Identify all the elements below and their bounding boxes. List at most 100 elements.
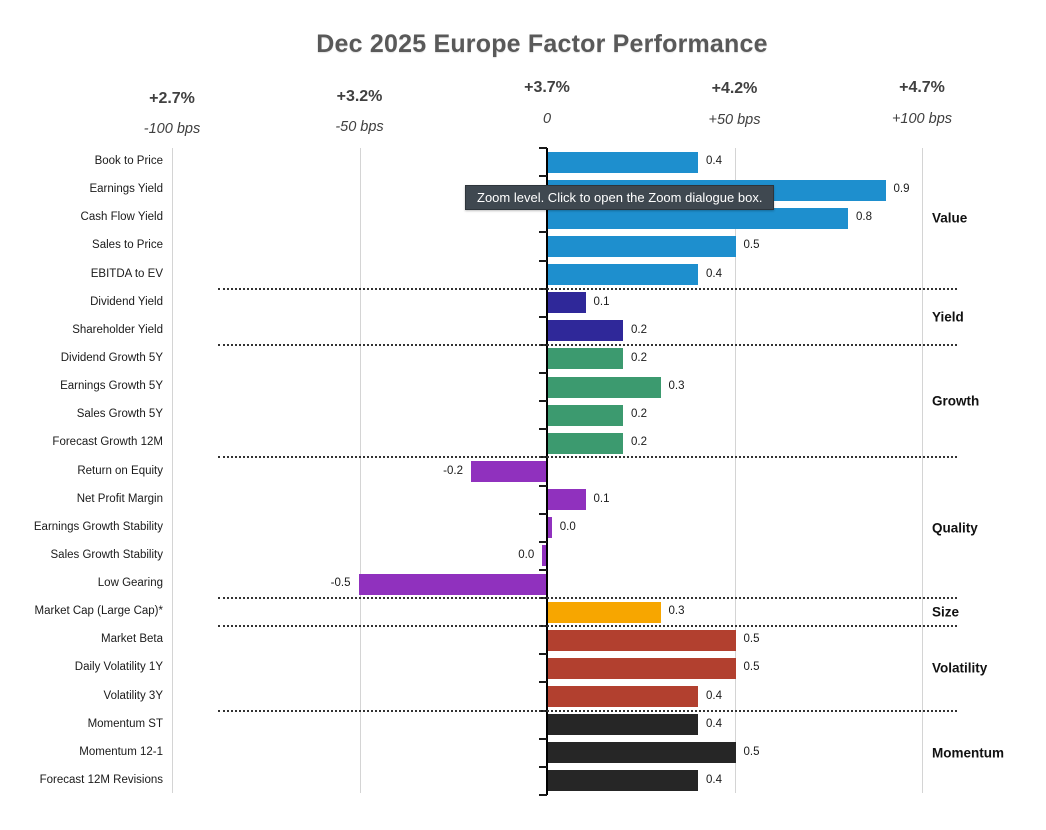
factor-label: Momentum ST: [87, 717, 163, 730]
category-label: Volatility: [932, 660, 988, 676]
axis-tick: [539, 568, 547, 571]
factor-bar[interactable]: [548, 517, 552, 539]
factor-label: Dividend Yield: [90, 295, 163, 308]
bar-value-label: 0.5: [743, 633, 760, 646]
factor-bar[interactable]: [548, 404, 623, 426]
bar-value-label: 0.1: [593, 295, 610, 308]
factor-bar[interactable]: [548, 348, 623, 370]
category-label: Yield: [932, 309, 964, 325]
factor-bar[interactable]: [548, 742, 736, 764]
axis-tick: [539, 540, 547, 543]
factor-label: Cash Flow Yield: [80, 211, 163, 224]
factor-bar[interactable]: [548, 376, 661, 398]
category-label: Size: [932, 604, 960, 620]
bar-value-label: 0.4: [706, 717, 722, 730]
axis-bps-label: +50 bps: [708, 112, 761, 128]
factor-bar[interactable]: [548, 320, 623, 342]
factor-bar[interactable]: [471, 461, 546, 482]
axis-tick: [539, 147, 547, 149]
chart-title: Dec 2025 Europe Factor Performance: [316, 30, 768, 58]
axis-bps-label: 0: [542, 111, 552, 127]
factor-bar[interactable]: [548, 601, 661, 623]
factor-label: Earnings Growth 5Y: [60, 380, 163, 393]
section-separator: [218, 709, 957, 712]
bar-value-label: 0.4: [706, 689, 722, 702]
factor-bar[interactable]: [548, 292, 586, 314]
factor-label: Book to Price: [94, 155, 163, 168]
factor-bar[interactable]: [548, 489, 586, 511]
bar-value-label: 0.5: [743, 661, 760, 674]
zoom-tooltip: Zoom level. Click to open the Zoom dialo…: [465, 185, 775, 210]
axis-tick: [539, 231, 547, 234]
factor-bar[interactable]: [548, 207, 848, 229]
factor-bar[interactable]: [548, 686, 698, 708]
factor-label: EBITDA to EV: [90, 267, 163, 280]
factor-bar[interactable]: [548, 432, 623, 454]
axis-tick: [539, 512, 547, 515]
bar-value-label: -0.5: [330, 577, 351, 590]
bar-value-label: 0.4: [706, 155, 722, 168]
factor-label: Earnings Growth Stability: [33, 520, 163, 533]
gridline: [359, 148, 361, 793]
axis-tick: [539, 737, 547, 740]
zoom-tooltip-text: Zoom level. Click to open the Zoom dialo…: [477, 190, 763, 205]
axis-pct-label: +3.7%: [524, 79, 570, 96]
factor-label: Volatility 3Y: [103, 689, 163, 702]
factor-label: Forecast Growth 12M: [52, 436, 163, 449]
factor-bar[interactable]: [548, 151, 698, 173]
bar-value-label: 0.0: [518, 548, 535, 561]
axis-tick: [539, 175, 547, 178]
bar-value-label: -0.2: [443, 464, 463, 477]
factor-label: Daily Volatility 1Y: [74, 661, 163, 674]
bar-value-label: 0.5: [743, 239, 760, 252]
category-label: Growth: [932, 393, 980, 409]
gridline: [734, 148, 736, 793]
factor-label: Market Beta: [101, 633, 163, 646]
bar-value-label: 0.0: [559, 520, 576, 533]
bar-value-label: 0.5: [743, 745, 760, 758]
axis-zero-line: [546, 148, 548, 795]
bar-value-label: 0.2: [631, 408, 647, 421]
factor-label: Dividend Growth 5Y: [60, 351, 163, 364]
axis-tick: [539, 372, 547, 375]
factor-bar[interactable]: [548, 264, 698, 286]
section-separator: [218, 287, 957, 290]
axis-tick: [539, 681, 547, 684]
axis-tick: [539, 484, 547, 487]
factor-label: Sales Growth 5Y: [76, 408, 163, 421]
factor-bar[interactable]: [548, 235, 736, 257]
axis-tick: [539, 428, 547, 431]
category-label: Value: [932, 210, 968, 226]
axis-pct-label: +4.2%: [711, 80, 758, 97]
bar-value-label: 0.2: [631, 351, 647, 364]
axis-pct-label: +4.7%: [899, 79, 945, 96]
factor-bar[interactable]: [548, 657, 736, 679]
factor-label: Return on Equity: [77, 464, 163, 477]
bar-value-label: 0.9: [893, 183, 910, 196]
axis-tick: [539, 259, 547, 262]
factor-bar[interactable]: [542, 545, 546, 567]
factor-label: Net Profit Margin: [76, 492, 163, 505]
gridline: [922, 148, 923, 793]
factor-bar[interactable]: [548, 629, 736, 651]
axis-bps-label: +100 bps: [891, 111, 953, 127]
factor-label: Earnings Yield: [89, 183, 163, 196]
bar-value-label: 0.4: [706, 773, 722, 786]
axis-tick: [539, 653, 547, 656]
factor-bar[interactable]: [548, 770, 698, 792]
section-separator: [218, 597, 957, 600]
section-separator: [218, 343, 957, 346]
factor-label: Sales to Price: [92, 239, 163, 252]
factor-bar[interactable]: [358, 573, 546, 595]
factor-bar[interactable]: [548, 714, 698, 736]
gridline: [172, 148, 173, 793]
category-label: Quality: [932, 520, 978, 536]
bar-value-label: 0.4: [706, 267, 722, 280]
axis-pct-label: +3.2%: [336, 88, 383, 105]
axis-tick: [539, 765, 547, 768]
axis-pct-label: +2.7%: [149, 90, 195, 107]
bar-value-label: 0.8: [856, 211, 872, 224]
axis-tick: [539, 315, 547, 318]
factor-label: Momentum 12-1: [79, 745, 163, 758]
